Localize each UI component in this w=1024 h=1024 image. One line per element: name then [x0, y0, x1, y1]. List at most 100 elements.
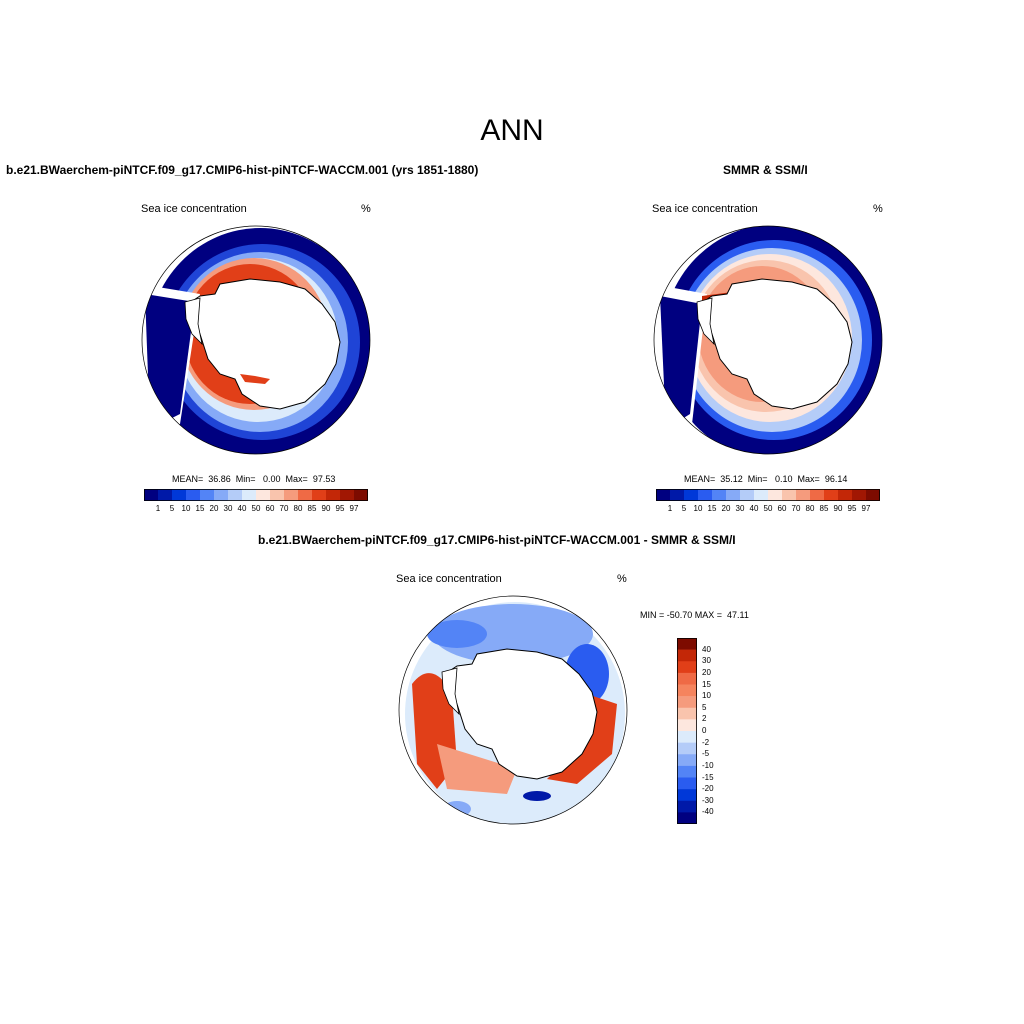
- colorbar-swatch: [228, 489, 243, 501]
- colorbar-swatch: [712, 489, 727, 501]
- colorbar-swatch: [656, 489, 671, 501]
- colorbar-swatch: [270, 489, 285, 501]
- colorbar-swatch: [354, 489, 368, 501]
- colorbar-swatch: [158, 489, 173, 501]
- colorbar-swatch: [677, 696, 697, 709]
- colorbar-tick-label: 97: [861, 504, 871, 513]
- colorbar-swatch: [726, 489, 741, 501]
- colorbar-swatch: [677, 742, 697, 755]
- colorbar-tick-label: 1: [155, 504, 161, 513]
- panel-1-colorbar-labels: 1 5 10 15 20 30 40 50 60 70 80 85 90 95 97: [144, 504, 368, 516]
- panel-1-units: %: [361, 203, 371, 215]
- colorbar-tick-label: 95: [335, 504, 345, 513]
- colorbar-tick-label: 70: [791, 504, 801, 513]
- colorbar-tick-label: 10: [702, 691, 711, 701]
- colorbar-swatch: [684, 489, 699, 501]
- colorbar-tick-label: 20: [721, 504, 731, 513]
- colorbar-swatch: [186, 489, 201, 501]
- colorbar-tick-label: 0: [702, 726, 707, 735]
- colorbar-tick-label: 5: [702, 702, 707, 712]
- colorbar-tick-label: 40: [702, 644, 711, 654]
- colorbar-swatch: [754, 489, 769, 501]
- panel-2-units: %: [873, 203, 883, 215]
- colorbar-tick-label: -10: [702, 760, 714, 770]
- colorbar-tick-label: 85: [307, 504, 317, 513]
- colorbar-tick-label: 40: [237, 504, 247, 513]
- colorbar-swatch: [677, 731, 697, 743]
- colorbar-swatch: [340, 489, 355, 501]
- panel-3-map: [398, 595, 628, 825]
- colorbar-swatch: [838, 489, 853, 501]
- colorbar-swatch: [810, 489, 825, 501]
- colorbar-swatch: [677, 754, 697, 767]
- colorbar-tick-label: 1: [667, 504, 673, 513]
- colorbar-tick-label: 20: [209, 504, 219, 513]
- colorbar-tick-label: 30: [735, 504, 745, 513]
- panel-2-map: [653, 225, 883, 455]
- colorbar-tick-label: 50: [251, 504, 261, 513]
- panel-3-units: %: [617, 573, 627, 585]
- colorbar-tick-label: 97: [349, 504, 359, 513]
- colorbar-swatch: [670, 489, 685, 501]
- panel-2-stats: MEAN= 35.12 Min= 0.10 Max= 96.14: [684, 474, 848, 484]
- colorbar-swatch: [782, 489, 797, 501]
- colorbar-swatch: [796, 489, 811, 501]
- panel-2-label: Sea ice concentration: [652, 203, 758, 215]
- colorbar-swatch: [677, 789, 697, 802]
- panel-1-label: Sea ice concentration: [141, 203, 247, 215]
- colorbar-swatch: [312, 489, 327, 501]
- colorbar-tick-label: 50: [763, 504, 773, 513]
- panel-2-title: SMMR & SSM/I: [723, 163, 808, 177]
- colorbar-tick-label: 85: [819, 504, 829, 513]
- page-title: ANN: [480, 114, 544, 147]
- colorbar-tick-label: -30: [702, 795, 714, 805]
- colorbar-tick-label: 90: [833, 504, 843, 513]
- colorbar-tick-label: 70: [279, 504, 289, 513]
- colorbar-swatch: [284, 489, 299, 501]
- colorbar-tick-label: 10: [693, 504, 703, 513]
- colorbar-tick-label: -40: [702, 807, 714, 817]
- colorbar-tick-label: 80: [293, 504, 303, 513]
- colorbar-tick-label: 15: [195, 504, 205, 513]
- colorbar-swatch: [200, 489, 215, 501]
- colorbar-swatch: [242, 489, 257, 501]
- colorbar-swatch: [677, 672, 697, 685]
- panel-3-colorbar: [677, 638, 697, 824]
- colorbar-swatch: [326, 489, 341, 501]
- colorbar-tick-label: -5: [702, 749, 710, 759]
- colorbar-swatch: [740, 489, 755, 501]
- colorbar-swatch: [677, 707, 697, 720]
- panel-2-colorbar-labels: 1 5 10 15 20 30 40 50 60 70 80 85 90 95 97: [656, 504, 880, 516]
- colorbar-tick-label: 30: [223, 504, 233, 513]
- colorbar-swatch: [677, 812, 697, 824]
- colorbar-swatch: [852, 489, 867, 501]
- panel-3-colorbar-labels: 40 30 20 15 10 5 2 0 -2 -5 -10 -15 -20 -30 -40: [702, 638, 732, 824]
- panel-1-title: b.e21.BWaerchem-piNTCF.f09_g17.CMIP6-his…: [6, 163, 479, 177]
- colorbar-swatch: [677, 649, 697, 662]
- colorbar-swatch: [172, 489, 187, 501]
- colorbar-tick-label: -15: [702, 772, 714, 782]
- colorbar-swatch: [677, 800, 697, 813]
- panel-3-stats: MIN = -50.70 MAX = 47.11: [640, 610, 749, 620]
- colorbar-tick-label: 20: [702, 667, 711, 677]
- colorbar-tick-label: 60: [777, 504, 787, 513]
- colorbar-tick-label: 30: [702, 656, 711, 666]
- colorbar-swatch: [214, 489, 229, 501]
- panel-3-title: b.e21.BWaerchem-piNTCF.f09_g17.CMIP6-his…: [258, 533, 736, 547]
- panel-1-colorbar: [144, 489, 368, 501]
- colorbar-swatch: [677, 661, 697, 674]
- panel-1-stats: MEAN= 36.86 Min= 0.00 Max= 97.53: [172, 474, 336, 484]
- colorbar-tick-label: 5: [169, 504, 175, 513]
- colorbar-swatch: [677, 719, 697, 732]
- colorbar-tick-label: 95: [847, 504, 857, 513]
- colorbar-tick-label: 10: [181, 504, 191, 513]
- colorbar-tick-label: 5: [681, 504, 687, 513]
- colorbar-swatch: [256, 489, 271, 501]
- panel-1-map: [141, 225, 371, 455]
- colorbar-swatch: [677, 638, 697, 650]
- colorbar-tick-label: 80: [805, 504, 815, 513]
- colorbar-swatch: [677, 765, 697, 778]
- colorbar-tick-label: 90: [321, 504, 331, 513]
- colorbar-tick-label: -2: [702, 737, 710, 747]
- colorbar-tick-label: 15: [707, 504, 717, 513]
